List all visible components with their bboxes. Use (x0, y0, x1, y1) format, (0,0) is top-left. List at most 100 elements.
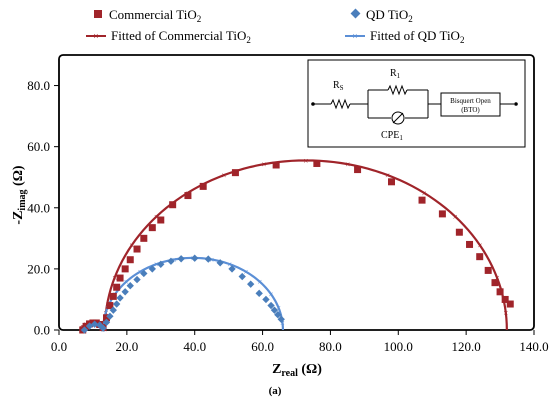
svg-text:Fitted of Commercial TiO2: Fitted of Commercial TiO2 (111, 28, 251, 45)
legend-label-qd: QD TiO (366, 7, 408, 22)
fit-marker: × (138, 267, 143, 277)
data-point-qd (204, 255, 212, 263)
cpe-label: CPE1 (381, 130, 403, 142)
resistor-rs (330, 98, 351, 110)
fit-marker: × (345, 160, 350, 170)
data-point-qd (277, 315, 285, 323)
circuit-terminal-left (311, 102, 315, 106)
fit-marker: × (243, 267, 248, 277)
data-point-commercial (496, 288, 504, 296)
data-point-commercial (484, 266, 492, 274)
fit-marker: × (227, 260, 232, 270)
fit-marker: × (268, 289, 273, 299)
data-point-commercial (418, 196, 426, 204)
data-point-qd (121, 288, 129, 296)
svg-text:Fitted of QD TiO2: Fitted of QD TiO2 (370, 28, 464, 45)
data-point-qd (167, 257, 175, 265)
data-point-qd (262, 295, 270, 304)
legend-cross-fitted-commercial: × (93, 32, 99, 43)
x-axis-ticks: 0.0 20.0 40.0 60.0 80.0 100.0 120.0 140.0 (51, 330, 549, 354)
data-point-commercial (169, 201, 177, 209)
legend-sub-commercial: 2 (197, 14, 202, 24)
plot-frame (58, 54, 535, 331)
svg-text:QD TiO2: QD TiO2 (366, 7, 413, 24)
data-point-qd (274, 311, 282, 319)
fit-marker: × (276, 303, 281, 313)
legend-sub-fitted-commercial: 2 (246, 35, 251, 45)
x-tick-label: 100.0 (384, 339, 413, 354)
y-axis-ticks: 0.0 20.0 40.0 60.0 80.0 (27, 78, 59, 338)
data-point-qd (113, 300, 121, 308)
legend-sub-fitted-qd: 2 (460, 35, 465, 45)
resistor-r1 (387, 84, 408, 96)
resistor-rs-label: RS (333, 80, 344, 92)
data-point-commercial (199, 182, 207, 190)
data-point-commercial (113, 283, 121, 291)
data-point-qd (238, 272, 246, 281)
data-point-qd (80, 326, 89, 334)
x-tick-label: 60.0 (251, 339, 274, 354)
fit-marker: × (421, 188, 426, 198)
data-point-commercial (116, 274, 124, 282)
data-point-commercial (506, 300, 514, 308)
legend-entry-qd: QD TiO2 (350, 7, 413, 24)
data-point-qd (216, 259, 224, 267)
data-point-qd (177, 255, 185, 263)
legend-label-fitted-qd: Fitted of QD TiO (370, 28, 460, 43)
legend-label-fitted-commercial: Fitted of Commercial TiO (111, 28, 246, 43)
data-point-commercial (438, 210, 446, 218)
fit-marker: × (303, 156, 308, 166)
fit-marker: × (494, 273, 499, 283)
fit-marker: × (112, 273, 117, 283)
data-point-commercial (109, 292, 117, 300)
y-tick-label: 60.0 (27, 139, 50, 154)
data-point-commercial (103, 314, 110, 322)
x-tick-label: 40.0 (183, 339, 206, 354)
fit-marker: × (503, 308, 508, 318)
data-point-qd (148, 265, 156, 273)
data-point-qd (191, 254, 199, 262)
data-point-commercial (272, 161, 280, 169)
data-point-qd (255, 289, 263, 298)
data-point-commercial (126, 256, 134, 264)
fit-marker: × (261, 160, 266, 170)
data-point-qd (102, 318, 111, 327)
fit-marker: × (257, 277, 262, 287)
data-point-commercial (184, 192, 192, 200)
data-point-commercial (133, 245, 141, 253)
data-point-commercial (466, 240, 474, 248)
fit-marker: × (154, 212, 159, 222)
inset-equivalent-circuit: RS R1 CPE1 Bisquert Open (BTO) (307, 59, 526, 148)
data-point-commercial (491, 279, 499, 287)
x-tick-label: 20.0 (115, 339, 138, 354)
data-point-commercial (501, 295, 509, 303)
y-tick-label: 20.0 (27, 261, 50, 276)
data-point-qd (90, 320, 99, 328)
data-point-qd (228, 265, 236, 273)
fit-marker: × (280, 318, 285, 328)
resistor-r1-label: R1 (390, 68, 401, 80)
data-point-commercial (121, 265, 129, 273)
panel-label: (a) (269, 385, 282, 397)
bto-label-line1: Bisquert Open (450, 97, 491, 105)
fit-marker: × (129, 241, 134, 251)
legend-marker-qd (350, 8, 361, 19)
x-tick-label: 120.0 (452, 339, 481, 354)
data-point-qd (109, 306, 117, 314)
data-point-qd (140, 269, 148, 278)
fitted-curves: ××××××××××××××××××××××××××××××××××××××××… (79, 156, 509, 335)
y-tick-label: 80.0 (27, 78, 50, 93)
data-point-commercial (313, 159, 321, 167)
fit-marker: × (209, 255, 214, 265)
fit-marker: × (222, 171, 227, 181)
fit-marker: × (453, 212, 458, 222)
fit-marker: × (385, 171, 390, 181)
data-point-qd (126, 282, 134, 290)
data-point-qd (270, 306, 279, 314)
fit-marker: × (154, 260, 159, 270)
circuit-terminal-right (514, 102, 518, 106)
y-tick-label: 40.0 (27, 200, 50, 215)
data-point-commercial (476, 253, 484, 261)
fit-marker: × (172, 255, 177, 265)
